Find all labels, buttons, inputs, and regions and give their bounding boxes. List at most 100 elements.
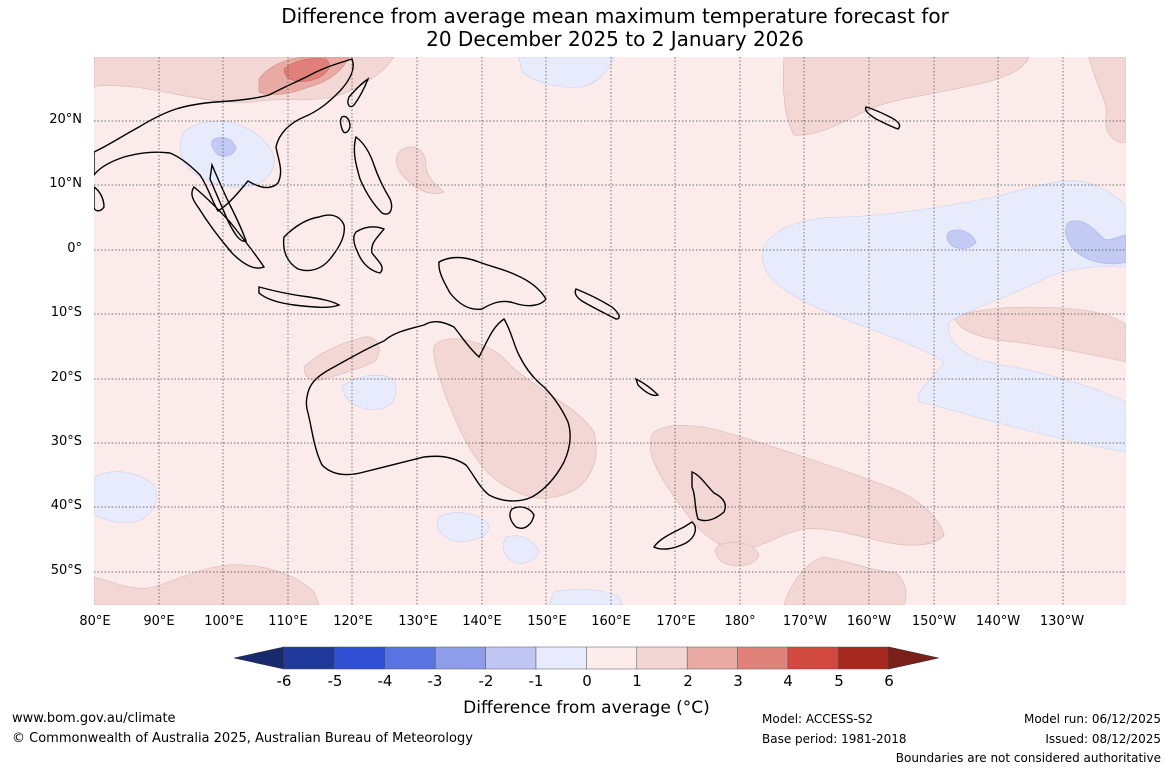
colorbar-tick: 0 — [582, 672, 592, 690]
map-title-line2: 20 December 2025 to 2 January 2026 — [426, 27, 804, 51]
anomaly-cool-0-1-regions — [94, 57, 1126, 605]
lon-label-130e: 130°E — [398, 614, 438, 629]
colorbar-segment — [384, 646, 436, 670]
new-zealand-north-coastline — [691, 470, 726, 522]
lat-label-20n: 20°N — [49, 112, 82, 127]
hawaii-coastline — [864, 106, 901, 130]
lat-label-0: 0° — [67, 241, 82, 256]
warm-region-east-band — [953, 306, 1126, 363]
anomaly-warm-1-2-regions — [94, 57, 1126, 605]
footer-website[interactable]: www.bom.gov.au/climate — [12, 711, 176, 726]
colorbar-tick: 1 — [632, 672, 642, 690]
colorbar-segment — [485, 646, 537, 670]
lon-label-150w: 150°W — [911, 614, 957, 629]
colorbar-tick: -3 — [427, 672, 443, 690]
warm-region-indian-ocean — [303, 336, 380, 381]
cool-region-south-of-australia — [436, 512, 490, 542]
new-guinea-coastline — [438, 256, 547, 310]
coastlines — [94, 58, 901, 550]
cool-region-southwest-indian — [94, 471, 157, 524]
colorbar-tick: -1 — [528, 672, 544, 690]
colorbar-segment — [535, 646, 587, 670]
colorbar-tick: -5 — [327, 672, 343, 690]
sri-lanka-coastline — [94, 186, 105, 212]
lon-label-150e: 150°E — [527, 614, 567, 629]
colorbar-tick: 2 — [683, 672, 693, 690]
footer-model: Model: ACCESS-S2 — [762, 712, 874, 726]
colorbar-tick: 5 — [834, 672, 844, 690]
cool-region-strong-east — [1065, 220, 1126, 265]
lon-label-160e: 160°E — [591, 614, 631, 629]
lon-label-110e: 110°E — [268, 614, 308, 629]
lon-label-130w: 130°W — [1039, 614, 1085, 629]
cool-region-west-australia-coast — [341, 374, 397, 410]
cool-region-central-pacific — [762, 180, 1126, 453]
lon-label-180: 180° — [724, 614, 756, 629]
malay-peninsula-coastline — [209, 162, 247, 242]
cool-region-north-central — [518, 57, 615, 88]
warm-region-small-1 — [715, 542, 760, 567]
new-caledonia-coastline — [634, 377, 660, 397]
colorbar-tick: -2 — [478, 672, 494, 690]
lat-label-10n: 10°N — [49, 176, 82, 191]
borneo-coastline — [282, 214, 345, 272]
warm-region-philippine-sea — [396, 146, 445, 194]
colorbar-segment — [434, 646, 486, 670]
colorbar-segment — [838, 646, 890, 670]
colorbar-segment — [737, 646, 789, 670]
map-title-line1: Difference from average mean maximum tem… — [281, 4, 949, 28]
new-zealand-south-coastline — [652, 521, 697, 550]
lat-label-40s: 40°S — [50, 498, 82, 513]
warm-region-south-central — [783, 556, 907, 605]
footer-model-run: Model run: 06/12/2025 — [1023, 712, 1161, 726]
lon-label-140w: 140°W — [975, 614, 1021, 629]
lon-label-170w: 170°W — [782, 614, 828, 629]
footer-copyright: © Commonwealth of Australia 2025, Austra… — [12, 731, 473, 746]
tasmania-coastline — [509, 506, 535, 529]
lon-label-90e: 90°E — [143, 614, 175, 629]
mainland-asia-coastline — [94, 58, 354, 212]
philippines-coastline — [353, 135, 393, 215]
colorbar-segment — [686, 646, 738, 670]
footer-issued: Issued: 08/12/2025 — [1045, 732, 1161, 746]
colorbar-segment — [283, 646, 335, 670]
lat-label-20s: 20°S — [50, 370, 82, 385]
colorbar-segment — [636, 646, 688, 670]
cool-region-small-a — [503, 535, 540, 564]
anomaly-warm-3-4-region — [283, 58, 330, 82]
taiwan-coastline — [339, 115, 351, 134]
colorbar-tick: 6 — [884, 672, 894, 690]
java-coastline — [258, 286, 341, 308]
colorbar-under-arrow — [233, 646, 285, 670]
anomaly-cool-1-2-regions — [211, 137, 1126, 265]
colorbar-segment — [586, 646, 638, 670]
colorbar-tick: -4 — [377, 672, 393, 690]
japan-coastline — [347, 77, 370, 108]
sulawesi-coastline — [353, 226, 386, 274]
colorbar-label: Difference from average (°C) — [463, 698, 710, 718]
lat-label-30s: 30°S — [50, 434, 82, 449]
lat-label-50s: 50°S — [50, 563, 82, 578]
colorbar-over-arrow — [888, 646, 939, 670]
colorbar-segment — [334, 646, 386, 670]
lon-label-160w: 160°W — [846, 614, 892, 629]
warm-region-australia — [433, 338, 597, 499]
cool-region-southern-strip — [548, 588, 623, 605]
lon-label-140e: 140°E — [462, 614, 502, 629]
footer-base-period: Base period: 1981-2018 — [762, 732, 907, 746]
australia-coastline — [305, 318, 571, 502]
lon-label-80e: 80°E — [79, 614, 111, 629]
lat-label-10s: 10°S — [50, 305, 82, 320]
warm-region-north-pacific — [783, 57, 1030, 136]
temperature-anomaly-map — [94, 57, 1126, 605]
warm-region-tasman-south-pacific — [649, 424, 945, 550]
footer-disclaimer: Boundaries are not considered authoritat… — [895, 751, 1161, 765]
lon-label-170e: 170°E — [656, 614, 696, 629]
colorbar — [233, 646, 939, 670]
colorbar-tick: -6 — [276, 672, 292, 690]
warm-region-southern — [94, 564, 320, 605]
colorbar-tick: 4 — [783, 672, 793, 690]
lon-label-100e: 100°E — [204, 614, 244, 629]
colorbar-tick: 3 — [733, 672, 743, 690]
cool-region-strong-indochina — [211, 137, 237, 157]
